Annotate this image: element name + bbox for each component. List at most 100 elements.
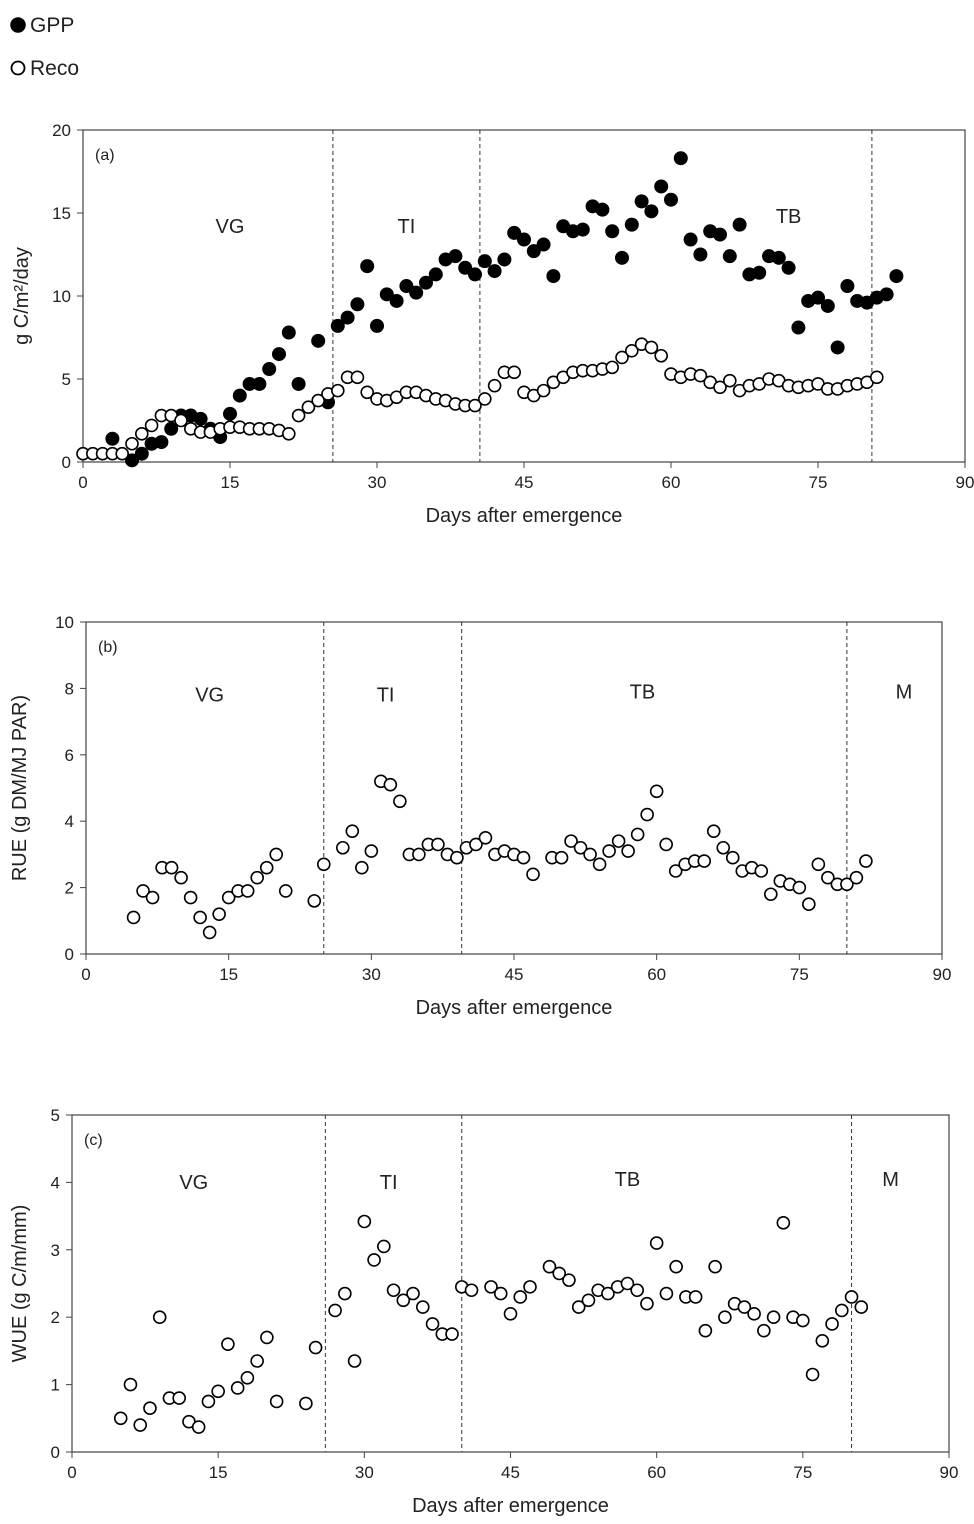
panel-c-point-series-0 xyxy=(513,1290,528,1304)
panel-b-point-series-0 xyxy=(611,834,626,848)
panel-b-x-tick-label: 60 xyxy=(647,965,666,984)
panel-c-point-series-0 xyxy=(737,1300,752,1314)
panel-c-x-tick-label: 75 xyxy=(793,1463,812,1482)
panel-b-point-series-0 xyxy=(383,777,398,792)
panel-c-point-series-0 xyxy=(172,1391,186,1405)
panel-a-series-reco xyxy=(76,337,884,461)
panel-a-point-gpp xyxy=(350,297,365,312)
panel-b-x-tick-label: 30 xyxy=(362,965,381,984)
panel-a-point-gpp xyxy=(389,293,404,308)
panel-b-point-series-0 xyxy=(754,864,769,878)
panel-b-point-series-0 xyxy=(583,847,597,862)
panel-a-point-gpp xyxy=(252,376,267,391)
panel-c-point-series-0 xyxy=(688,1290,703,1304)
panel-b-phase-label-m: M xyxy=(896,681,913,703)
panel-b-point-series-0 xyxy=(450,850,464,865)
panel-a-point-gpp xyxy=(281,325,296,340)
panel-a-point-gpp xyxy=(409,285,424,300)
panel-a-point-reco xyxy=(722,373,737,388)
panel-c-point-series-0 xyxy=(796,1313,810,1328)
legend-label-gpp: GPP xyxy=(30,14,74,37)
panel-b-point-series-0 xyxy=(792,880,807,895)
panel-c-phase-label-tb: TB xyxy=(615,1169,641,1191)
panel-c-point-series-0 xyxy=(854,1300,869,1314)
panel-a-point-gpp xyxy=(615,250,629,265)
panel-a-point-gpp xyxy=(683,232,698,247)
panel-b-point-series-0 xyxy=(592,857,607,872)
legend-item-reco: Reco xyxy=(10,57,79,80)
panel-b-y-tick-label: 6 xyxy=(65,746,74,765)
panel-a-point-reco xyxy=(311,393,326,408)
panel-c-x-tick-label: 45 xyxy=(501,1463,520,1482)
panel-a-point-gpp xyxy=(624,217,639,232)
panel-b-point-series-0 xyxy=(393,794,407,809)
panel-b-point-series-0 xyxy=(212,907,226,921)
panel-c-point-series-0 xyxy=(805,1367,820,1382)
panel-c-y-axis-title: WUE (g C/m/mm) xyxy=(9,1205,31,1363)
panel-b-point-series-0 xyxy=(335,840,350,855)
panel-a-y-tick-label: 0 xyxy=(62,453,71,472)
panel-c-x-tick-label: 30 xyxy=(355,1463,374,1482)
panel-b-point-series-0 xyxy=(164,860,179,875)
panel-c-point-series-0 xyxy=(386,1283,401,1298)
panel-a-point-reco xyxy=(350,370,365,385)
panel-a-point-gpp xyxy=(105,431,120,446)
panel-a-point-gpp xyxy=(654,179,669,194)
panel-c-point-series-0 xyxy=(659,1286,674,1301)
panel-a-point-reco xyxy=(360,385,375,400)
panel-a-point-gpp xyxy=(634,194,649,209)
panel-c-point-series-0 xyxy=(718,1310,732,1324)
panel-b-y-tick-label: 2 xyxy=(65,879,74,898)
panel-b-x-tick-label: 15 xyxy=(219,965,238,984)
panel-a-point-gpp xyxy=(477,254,492,269)
panel-c-point-series-0 xyxy=(396,1293,411,1308)
panel-a-point-gpp xyxy=(223,406,237,421)
panel-b-phase-label-tb: TB xyxy=(630,681,656,703)
panel-c-point-series-0 xyxy=(230,1381,245,1395)
legend: GPP Reco xyxy=(10,14,79,80)
panel-c-point-series-0 xyxy=(601,1286,615,1301)
panel-c-tag: (c) xyxy=(84,1132,103,1149)
panel-a-point-reco xyxy=(487,378,502,393)
panel-c-y-tick-label: 4 xyxy=(51,1173,60,1192)
panel-a-x-tick-label: 60 xyxy=(662,473,681,492)
panel-a-point-gpp xyxy=(370,318,384,333)
panel-c-point-series-0 xyxy=(221,1337,235,1351)
panel-b-point-series-0 xyxy=(526,867,540,882)
panel-a-x-tick-label: 90 xyxy=(956,473,974,492)
panel-c-x-axis-title: Days after emergence xyxy=(412,1495,609,1517)
panel-c-phase-label-ti: TI xyxy=(380,1172,398,1194)
panel-c-point-series-0 xyxy=(113,1411,128,1426)
panel-c-point-series-0 xyxy=(757,1323,771,1338)
panel-a-x-tick-label: 30 xyxy=(368,473,387,492)
panel-c-point-series-0 xyxy=(308,1340,323,1355)
panel-b-point-series-0 xyxy=(668,864,683,878)
panel-b-point-series-0 xyxy=(630,827,645,842)
legend-marker-reco xyxy=(10,60,26,76)
panel-c-point-series-0 xyxy=(250,1354,264,1368)
panel-b-point-series-0 xyxy=(716,840,731,855)
panel-a-point-gpp xyxy=(752,265,767,280)
panel-c-x-tick-label: 0 xyxy=(67,1463,76,1482)
panel-c-point-series-0 xyxy=(367,1253,381,1267)
panel-a-point-gpp xyxy=(517,232,531,247)
panel-c-point-series-0 xyxy=(640,1296,654,1311)
panel-b-point-series-0 xyxy=(259,860,274,875)
panel-b-y-tick-label: 4 xyxy=(65,812,74,831)
panel-a-point-reco xyxy=(869,370,884,385)
panel-b-point-series-0 xyxy=(849,870,864,885)
panel-c-point-series-0 xyxy=(815,1333,830,1348)
panel-a-point-gpp xyxy=(458,260,473,275)
panel-a-point-reco xyxy=(477,392,492,406)
panel-a-point-gpp xyxy=(419,275,433,290)
panel-b-point-series-0 xyxy=(621,844,635,858)
panel-b-x-tick-label: 90 xyxy=(933,965,952,984)
panel-a-point-reco xyxy=(144,418,159,433)
panel-b-point-series-0 xyxy=(469,837,483,852)
panel-a-point-gpp xyxy=(272,347,286,362)
panel-a-point-gpp xyxy=(791,320,806,335)
panel-a-point-reco xyxy=(291,408,306,423)
panel-c-point-series-0 xyxy=(464,1283,479,1298)
panel-a-x-tick-label: 0 xyxy=(78,473,87,492)
panel-b-point-series-0 xyxy=(564,834,578,848)
